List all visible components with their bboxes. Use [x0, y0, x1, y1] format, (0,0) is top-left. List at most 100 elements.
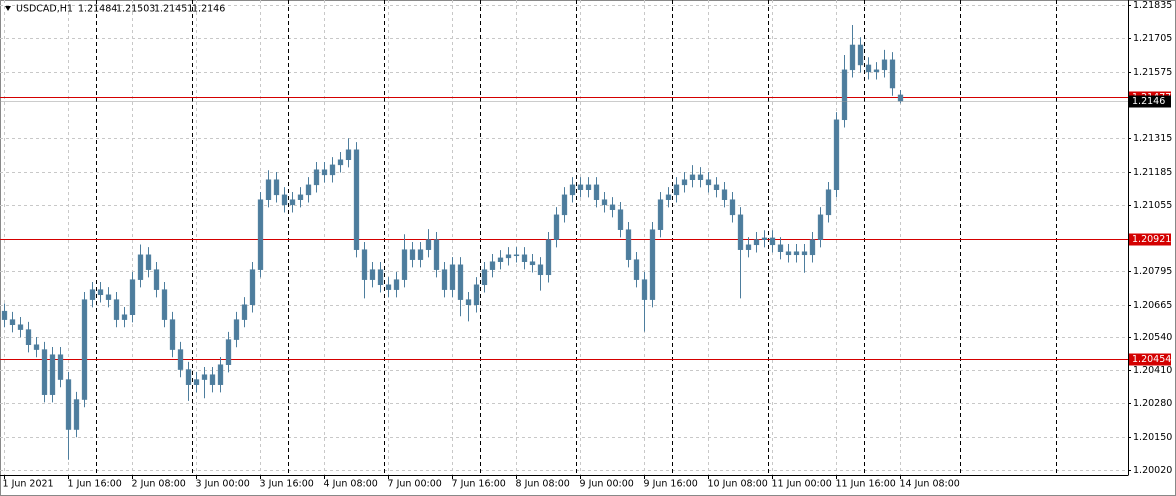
candle-body: [481, 269, 488, 286]
candle-body: [297, 194, 304, 200]
candle-body: [177, 349, 184, 370]
y-tick-label: 1.21705: [1133, 33, 1172, 44]
candle-body: [121, 314, 128, 320]
y-tick-label: 1.20795: [1133, 266, 1172, 277]
current-price-label: 1.2146: [1132, 96, 1165, 107]
candle-body: [609, 204, 616, 210]
candle-body: [441, 269, 448, 290]
x-tick-label: 10 Jun 08:00: [708, 479, 768, 490]
quote-low: 1.21451: [154, 4, 193, 15]
x-tick-label: 11 Jun 16:00: [836, 479, 896, 490]
x-tick-label: 3 Jun 00:00: [196, 479, 250, 490]
x-tick-label: 2 Jun 08:00: [132, 479, 186, 490]
candle-body: [809, 239, 816, 256]
candle-body: [401, 249, 408, 280]
candle-body: [201, 374, 208, 380]
candle-body: [673, 184, 680, 196]
candle-body: [801, 251, 808, 256]
level-label: 1.20454: [1132, 354, 1171, 365]
candle-body: [681, 179, 688, 186]
candle-body: [57, 354, 64, 380]
candle-body: [105, 294, 112, 300]
candle-body: [625, 229, 632, 260]
candle-body: [161, 289, 168, 320]
candle-body: [889, 59, 896, 89]
candles: [0, 24, 1128, 460]
candle-body: [449, 264, 456, 290]
candle-body: [217, 364, 224, 385]
candle-body: [225, 339, 232, 365]
candle-body: [145, 254, 152, 270]
candle-body: [873, 69, 880, 73]
x-tick-label: 14 Jun 08:00: [900, 479, 960, 490]
y-tick-label: 1.21315: [1133, 133, 1172, 144]
candle-body: [329, 164, 336, 176]
candle-body: [137, 254, 144, 280]
candle-body: [649, 229, 656, 300]
current-price-box: [1129, 95, 1171, 108]
candle-body: [505, 254, 512, 259]
candle-body: [721, 189, 728, 200]
candle-body: [753, 239, 760, 246]
candle-body: [745, 244, 752, 250]
candle-body: [417, 249, 424, 260]
candle-body: [185, 369, 192, 385]
candle-body: [129, 279, 136, 315]
symbol: USDCAD,H1: [16, 4, 73, 15]
y-tick-label: 1.20020: [1133, 465, 1172, 476]
x-tick-label: 11 Jun 00:00: [772, 479, 832, 490]
candle-body: [65, 379, 72, 430]
candle-body: [209, 374, 216, 385]
candle-body: [73, 399, 80, 430]
candle-body: [41, 349, 48, 395]
candle-body: [553, 214, 560, 240]
candle-body: [305, 184, 312, 196]
y-tick-label: 1.21575: [1133, 67, 1172, 78]
candle-body: [865, 64, 872, 73]
candle-body: [89, 289, 96, 300]
candle-body: [409, 249, 416, 260]
candle-body: [857, 44, 864, 66]
candle-body: [273, 179, 280, 196]
candle-body: [81, 299, 88, 400]
candle-body: [729, 199, 736, 216]
y-tick-label: 1.20665: [1133, 300, 1172, 311]
candle-body: [345, 149, 352, 160]
candle-body: [489, 261, 496, 270]
level-label-box: [1129, 353, 1171, 366]
candle-body: [369, 269, 376, 280]
candle-body: [241, 304, 248, 320]
candle-body: [849, 44, 856, 71]
level-label-box: [1129, 233, 1171, 246]
candle-body: [473, 284, 480, 306]
candle-body: [601, 199, 608, 206]
candle-body: [33, 344, 40, 350]
candle-body: [641, 279, 648, 300]
x-tick-label: 1 Jun 2021: [3, 479, 54, 490]
candle-body: [1, 310, 8, 320]
menu-icon[interactable]: [5, 6, 11, 11]
x-tick-label: 8 Jun 08:00: [516, 479, 570, 490]
candle-body: [881, 59, 888, 71]
candle-body: [569, 184, 576, 196]
y-tick-label: 1.21185: [1133, 167, 1172, 178]
x-tick-label: 9 Jun 16:00: [644, 479, 698, 490]
candle-body: [457, 264, 464, 300]
candle-body: [585, 184, 592, 190]
candle-body: [737, 214, 744, 250]
candle-body: [713, 184, 720, 190]
candle-body: [313, 169, 320, 186]
candle-body: [825, 189, 832, 216]
y-tick-label: 1.21835: [1133, 0, 1172, 11]
candle-body: [113, 299, 120, 320]
candle-body: [353, 149, 360, 250]
candle-body: [545, 239, 552, 276]
y-tick-label: 1.21055: [1133, 200, 1172, 211]
candle-body: [537, 264, 544, 276]
candle-body: [289, 199, 296, 206]
candle-body: [833, 119, 840, 190]
x-tick-label: 4 Jun 08:00: [324, 479, 378, 490]
candle-body: [841, 69, 848, 121]
candle-body: [577, 184, 584, 190]
candle-body: [697, 174, 704, 180]
